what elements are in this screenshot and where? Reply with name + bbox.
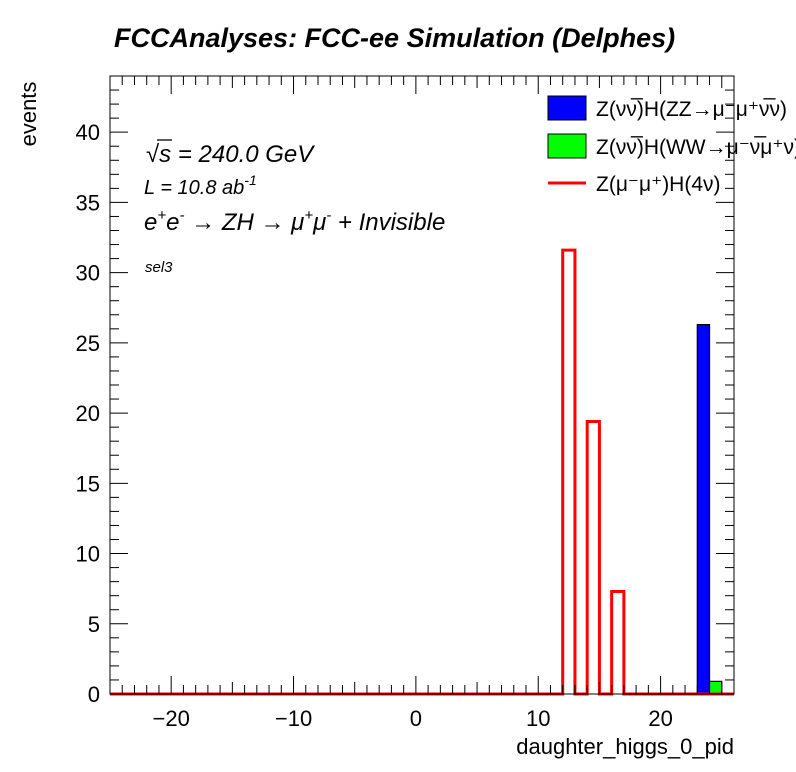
x-tick-label: −10: [275, 706, 312, 731]
process-annotation: e+e- → ZH → μ+μ- + Invisible: [144, 207, 445, 236]
lines-layer: [110, 248, 734, 696]
luminosity-exponent: -1: [244, 172, 256, 188]
bar-series1-bin0: [708, 680, 723, 695]
bar-series0-bin0: [696, 324, 711, 695]
y-tick-label: 20: [76, 401, 100, 426]
legend-label-4nu: Z(μ⁻μ⁺)H(4ν): [596, 173, 721, 196]
x-axis-label: daughter_higgs_0_pid: [516, 734, 734, 759]
y-tick-label: 35: [76, 190, 100, 215]
x-tick-label: −20: [153, 706, 190, 731]
x-tick-label: 10: [526, 706, 550, 731]
sqrt-variable: s: [159, 141, 171, 168]
legend: Z(νν̅)H(ZZ→μ⁻μ⁺ν̅ν) Z(νν̅)H(WW→μ⁻ν̅μ⁺ν) …: [547, 95, 796, 196]
legend-label-ww: Z(νν̅)H(WW→μ⁻ν̅μ⁺ν): [596, 136, 796, 159]
x-tick-label: 0: [410, 706, 422, 731]
energy-annotation: √s = 240.0 GeV: [146, 139, 315, 168]
line-series-2: [110, 248, 734, 696]
sqrt-symbol: √: [146, 141, 160, 168]
chart-title: FCCAnalyses: FCC-ee Simulation (Delphes): [114, 23, 675, 53]
y-tick-label: 5: [88, 612, 100, 637]
luminosity-annotation: L = 10.8 ab-1: [144, 172, 257, 199]
y-tick-label: 0: [88, 682, 100, 707]
selection-label: sel3: [145, 259, 173, 276]
luminosity-text: L = 10.8 ab: [144, 177, 244, 199]
legend-swatch-zz: [547, 95, 587, 121]
y-tick-label: 15: [76, 471, 100, 496]
legend-label-zz: Z(νν̅)H(ZZ→μ⁻μ⁺ν̅ν): [596, 98, 787, 121]
bars-layer: [696, 324, 723, 695]
y-tick-label: 10: [76, 542, 100, 567]
x-tick-label: 20: [648, 706, 672, 731]
y-tick-label: 30: [76, 261, 100, 286]
y-axis-label: events: [16, 82, 41, 147]
svg-text:√s = 240.0 GeV: √s = 240.0 GeV: [146, 141, 315, 168]
y-tick-label: 25: [76, 331, 100, 356]
legend-swatch-ww: [547, 133, 587, 159]
y-tick-label: 40: [76, 120, 100, 145]
energy-text: = 240.0 GeV: [171, 141, 315, 168]
plot-frame: [109, 75, 735, 695]
